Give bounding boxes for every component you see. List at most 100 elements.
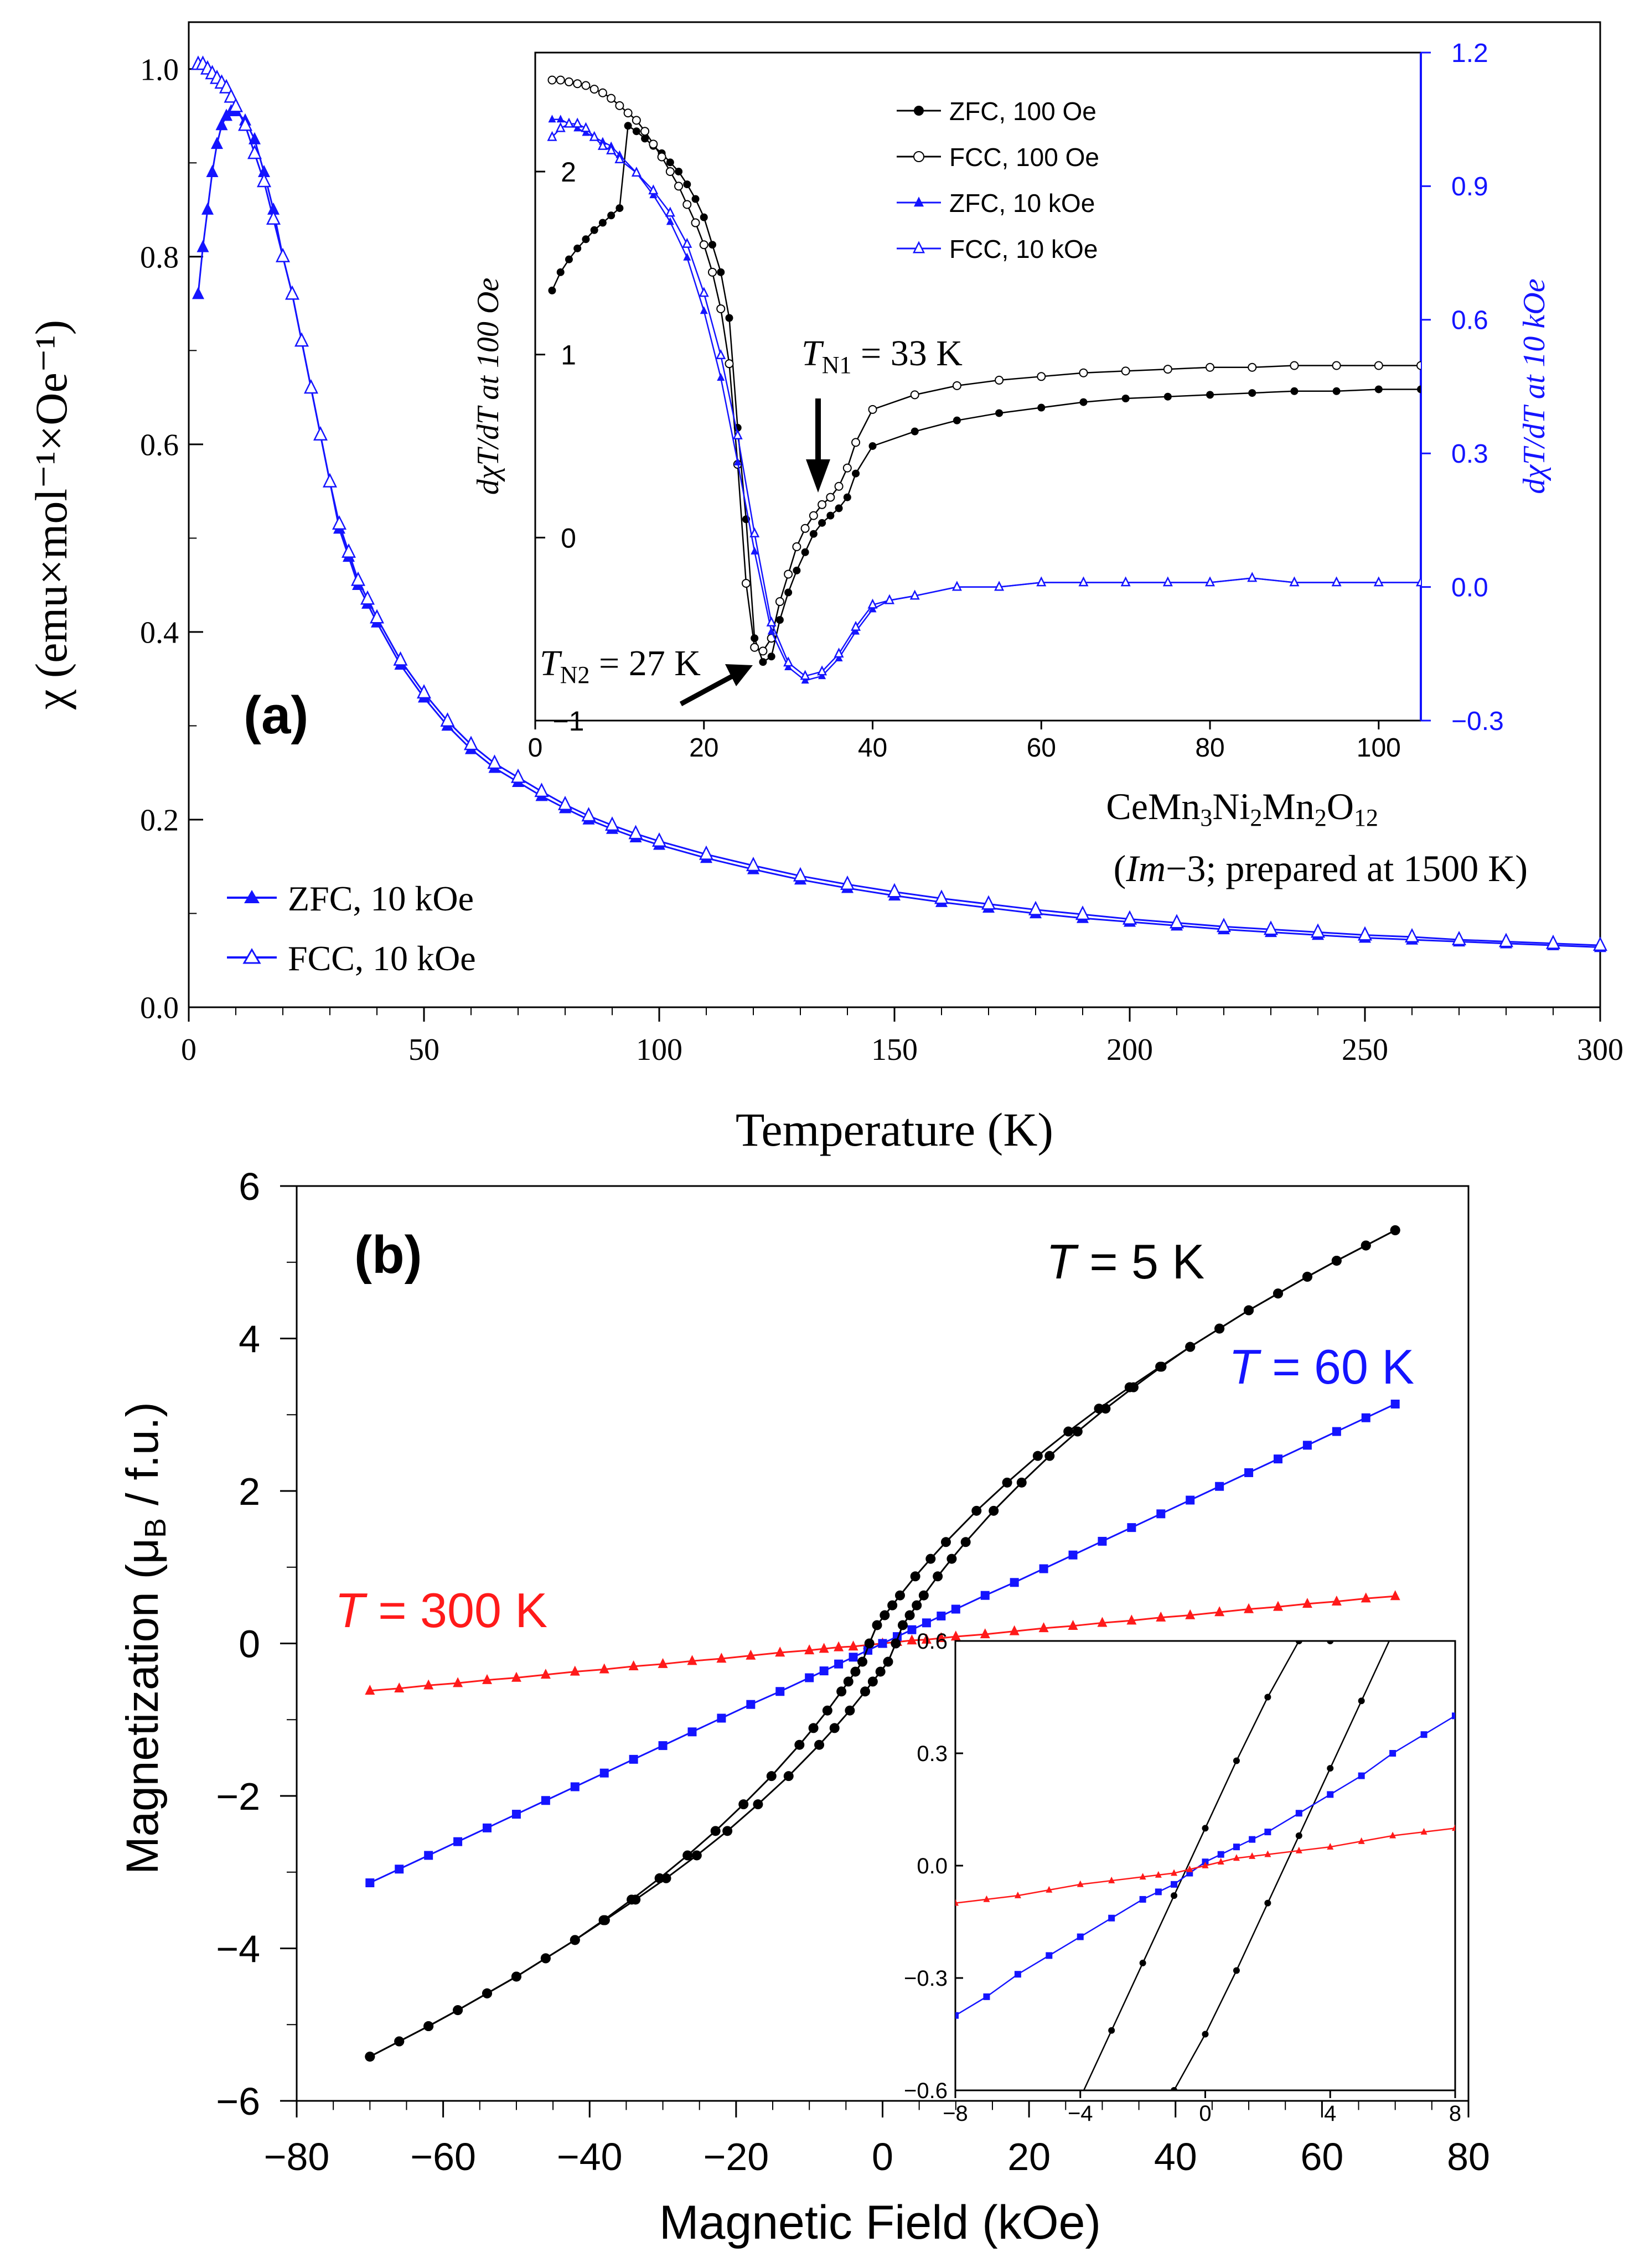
data-point	[1451, 930, 1467, 945]
data-point	[423, 2021, 434, 2032]
data-point	[746, 1649, 756, 1660]
data-point	[759, 658, 767, 666]
inset-a-left-y-ticks: −1 0 1 2	[535, 157, 585, 737]
data-point	[951, 1604, 960, 1614]
y-tick-label: 1	[561, 340, 576, 371]
data-point	[1233, 1844, 1240, 1851]
y-tick-label: 1.0	[140, 53, 179, 87]
legend-label: FCC, 100 Oe	[949, 143, 1099, 172]
y-tick-label: 0.6	[1451, 306, 1488, 335]
data-point	[910, 390, 919, 400]
data-point	[623, 108, 633, 118]
x-tick-label: 20	[689, 733, 718, 763]
data-point	[716, 1653, 727, 1663]
data-point	[1361, 1240, 1371, 1251]
data-point	[805, 1673, 814, 1682]
data-point	[749, 527, 760, 537]
data-point	[907, 1625, 917, 1634]
data-point	[817, 665, 827, 676]
data-point	[599, 1663, 609, 1674]
data-point	[980, 1591, 990, 1600]
series-fcc-10-koe	[190, 55, 1608, 951]
data-point	[1327, 1765, 1334, 1772]
data-point	[511, 1810, 521, 1819]
x-tick-label: 0	[181, 1033, 196, 1067]
data-point	[1357, 926, 1373, 941]
panel-a-y-ticks: 0.0 0.2 0.4 0.6 0.8 1.0	[140, 53, 203, 1026]
data-point	[848, 1640, 858, 1651]
data-point	[852, 469, 860, 478]
data-point	[1186, 1865, 1193, 1872]
x-tick-label: 100	[636, 1033, 682, 1067]
series-line	[1173, 1641, 1390, 2090]
data-point	[1244, 1603, 1254, 1613]
data-point	[1202, 1861, 1209, 1868]
data-point	[541, 1796, 550, 1805]
x-tick-label: 0	[872, 2135, 893, 2178]
data-point	[206, 165, 219, 178]
data-point	[826, 511, 835, 520]
x-tick-label: −4	[1068, 2101, 1093, 2126]
data-point	[880, 1610, 890, 1620]
data-point	[1263, 920, 1279, 935]
y-tick-label: 1.2	[1451, 39, 1488, 68]
data-point	[511, 1671, 521, 1682]
data-point	[983, 1895, 990, 1902]
data-point	[540, 1953, 551, 1964]
legend-marker	[912, 241, 925, 253]
y-tick-label: 0.2	[140, 804, 179, 838]
data-point	[607, 94, 616, 103]
data-point	[1077, 1933, 1084, 1940]
data-point	[725, 359, 734, 369]
data-point	[851, 620, 861, 631]
data-point	[570, 1782, 580, 1791]
data-point	[1331, 1595, 1342, 1606]
data-point	[1417, 385, 1421, 393]
data-point	[395, 1865, 404, 1874]
panel-a-inset: 0 20 40 60 80 100 −1 0 1 2 −0.3 0.0 0.3 0.6 0.9 1.2 d…	[471, 39, 1551, 763]
data-point	[440, 712, 455, 727]
data-point	[819, 1643, 829, 1653]
x-tick-label: 80	[1447, 2135, 1490, 2178]
data-point	[1390, 1590, 1400, 1601]
data-point	[1249, 1836, 1256, 1843]
data-point	[940, 1537, 951, 1547]
data-point	[842, 463, 852, 473]
y-tick-label: 0.4	[140, 616, 179, 650]
data-point	[1290, 387, 1299, 395]
data-point	[1331, 576, 1342, 587]
data-point	[1498, 933, 1514, 947]
data-point	[934, 889, 949, 904]
data-point	[1155, 1888, 1162, 1896]
inset-a-legend-item: ZFC, 100 Oe	[897, 97, 1096, 126]
data-point	[597, 139, 608, 150]
data-point	[1358, 1697, 1365, 1705]
data-point	[1068, 1550, 1078, 1560]
data-point	[303, 379, 319, 394]
data-point	[341, 543, 356, 558]
data-point	[275, 247, 291, 262]
data-point	[1098, 1536, 1107, 1546]
data-point	[322, 473, 338, 488]
legend-fcc-label: FCC, 10 kOe	[288, 939, 476, 978]
data-point	[1171, 1869, 1178, 1876]
data-point	[453, 1677, 463, 1687]
data-point	[416, 684, 432, 699]
data-point	[582, 235, 590, 244]
data-point	[572, 117, 583, 128]
y-tick-label: 0.3	[1451, 439, 1488, 469]
data-point	[1327, 1791, 1334, 1798]
data-point	[573, 79, 582, 89]
data-point	[775, 616, 784, 624]
data-point	[835, 504, 843, 512]
data-point	[767, 653, 775, 661]
data-point	[836, 1686, 847, 1697]
data-point	[1122, 910, 1137, 925]
data-point	[1358, 1837, 1365, 1844]
data-point	[556, 75, 565, 85]
data-point	[1390, 1399, 1400, 1409]
data-point	[573, 244, 582, 252]
data-point	[971, 1505, 982, 1516]
data-point	[884, 594, 895, 604]
data-point	[1233, 1757, 1240, 1764]
